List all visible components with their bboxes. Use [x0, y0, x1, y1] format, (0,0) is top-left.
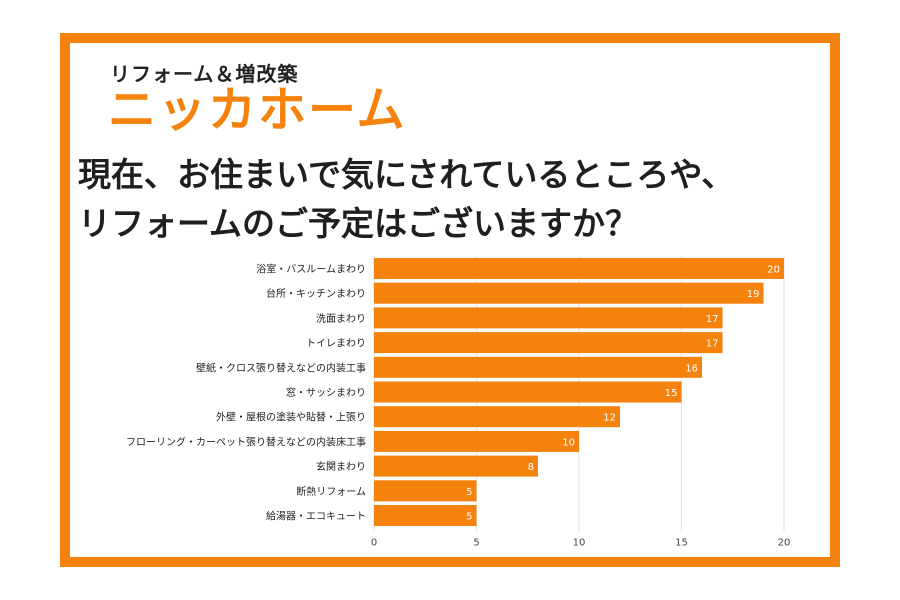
- bar: [374, 430, 579, 452]
- category-label: 浴室・バスルームまわり: [256, 263, 366, 276]
- value-label: 12: [603, 413, 616, 424]
- x-tick-label: 20: [778, 538, 791, 549]
- title-line-2: リフォームのご予定はございますか？: [78, 204, 639, 243]
- category-label: トイレまわり: [306, 338, 366, 350]
- brand-logo: ニッカホーム: [108, 82, 407, 138]
- category-label: 窓・サッシまわり: [286, 386, 366, 399]
- value-label: 20: [767, 265, 780, 276]
- value-label: 5: [466, 512, 472, 523]
- x-tick-label: 10: [573, 538, 586, 549]
- value-label: 5: [466, 487, 472, 498]
- title-line-1: 現在、お住まいで気にされているところや、: [78, 155, 735, 194]
- value-label: 10: [562, 437, 575, 448]
- bar: [374, 258, 784, 279]
- x-tick-label: 15: [675, 538, 688, 549]
- x-tick-label: 5: [473, 538, 479, 549]
- category-label: 洗面まわり: [316, 313, 366, 325]
- bar: [374, 406, 620, 428]
- bar: [374, 332, 723, 354]
- bar: [374, 307, 723, 329]
- value-label: 17: [706, 339, 719, 350]
- value-label: 16: [685, 363, 698, 374]
- bar: [374, 505, 477, 526]
- value-label: 15: [665, 388, 678, 399]
- category-label: フローリング・カーペット張り替えなどの内装床工事: [126, 435, 366, 448]
- category-label: 台所・キッチンまわり: [266, 287, 366, 300]
- bar: [374, 381, 682, 403]
- value-label: 8: [528, 462, 534, 473]
- x-tick-label: 0: [371, 538, 377, 549]
- brand-tagline: リフォーム＆増改築: [110, 62, 299, 86]
- category-label: 断熱リフォーム: [296, 485, 366, 498]
- value-label: 19: [747, 289, 760, 300]
- value-label: 17: [706, 314, 719, 325]
- bar: [374, 455, 538, 477]
- survey-question-title: 現在、お住まいで気にされているところや、 リフォームのご予定はございますか？: [78, 150, 823, 248]
- category-label: 給湯器・エコキュート: [266, 510, 366, 523]
- bar: [374, 356, 702, 378]
- category-label: 壁紙・クロス張り替えなどの内装工事: [196, 361, 366, 374]
- bar: [374, 282, 764, 304]
- category-label: 外壁・屋根の塗装や貼替・上張り: [216, 411, 366, 424]
- bar: [374, 480, 477, 502]
- category-label: 玄関まわり: [316, 460, 366, 473]
